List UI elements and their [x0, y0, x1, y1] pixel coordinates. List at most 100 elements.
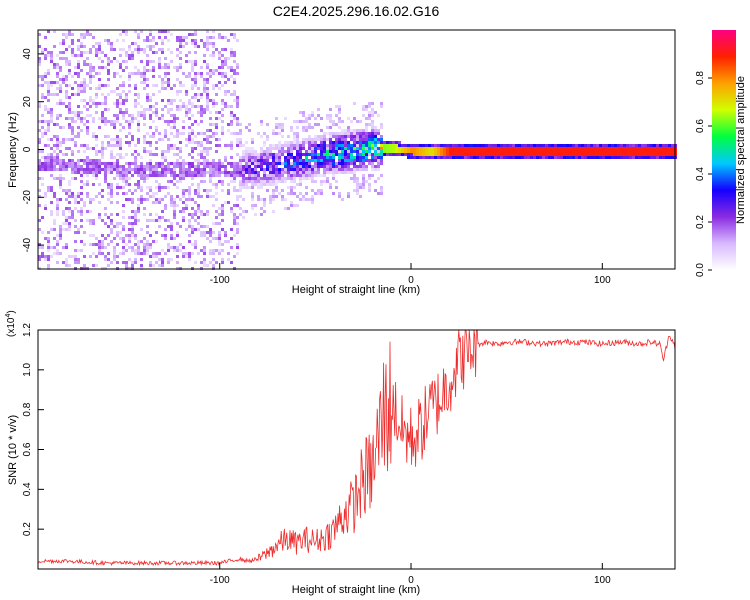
heatmap-cell	[92, 66, 95, 69]
heatmap-cell	[269, 156, 272, 159]
heatmap-cell	[623, 156, 626, 159]
heatmap-cell	[278, 141, 281, 144]
heatmap-cell	[110, 153, 113, 156]
heatmap-cell	[164, 207, 167, 210]
heatmap-cell	[128, 78, 131, 81]
heatmap-cell	[122, 171, 125, 174]
heatmap-cell	[83, 51, 86, 54]
heatmap-cell	[434, 144, 437, 147]
heatmap-cell	[311, 174, 314, 177]
heatmap-cell	[500, 150, 503, 153]
heatmap-cell	[380, 105, 383, 108]
heatmap-cell	[320, 180, 323, 183]
heatmap-cell	[167, 261, 170, 264]
heatmap-cell	[182, 132, 185, 135]
heatmap-cell	[116, 144, 119, 147]
heatmap-cell	[194, 30, 197, 33]
heatmap-cell	[569, 153, 572, 156]
heatmap-cell	[134, 162, 137, 165]
heatmap-cell	[515, 150, 518, 153]
heatmap-cell	[206, 165, 209, 168]
heatmap-cell	[146, 246, 149, 249]
heatmap-cell	[47, 240, 50, 243]
heatmap-cell	[152, 84, 155, 87]
heatmap-cell	[281, 180, 284, 183]
heatmap-cell	[443, 144, 446, 147]
heatmap-cell	[224, 240, 227, 243]
heatmap-cell	[605, 147, 608, 150]
heatmap-cell	[599, 150, 602, 153]
heatmap-cell	[272, 156, 275, 159]
heatmap-cell	[92, 102, 95, 105]
heatmap-cell	[479, 147, 482, 150]
heatmap-cell	[83, 255, 86, 258]
heatmap-cell	[80, 84, 83, 87]
heatmap-cell	[95, 138, 98, 141]
heatmap-cell	[455, 150, 458, 153]
heatmap-cell	[281, 168, 284, 171]
heatmap-cell	[86, 180, 89, 183]
heatmap-cell	[293, 135, 296, 138]
heatmap-cell	[389, 141, 392, 144]
heatmap-cell	[71, 216, 74, 219]
heatmap-cell	[503, 156, 506, 159]
heatmap-cell	[563, 144, 566, 147]
heatmap-cell	[44, 72, 47, 75]
heatmap-cell	[86, 168, 89, 171]
heatmap-cell	[251, 192, 254, 195]
heatmap-cell	[302, 129, 305, 132]
heatmap-cell	[242, 150, 245, 153]
heatmap-cell	[398, 141, 401, 144]
heatmap-cell	[224, 60, 227, 63]
heatmap-cell	[77, 93, 80, 96]
heatmap-cell	[392, 144, 395, 147]
heatmap-cell	[206, 225, 209, 228]
heatmap-cell	[134, 243, 137, 246]
heatmap-cell	[134, 222, 137, 225]
heatmap-cell	[56, 234, 59, 237]
heatmap-cell	[68, 207, 71, 210]
heatmap-cell	[56, 138, 59, 141]
heatmap-cell	[476, 153, 479, 156]
heatmap-cell	[407, 150, 410, 153]
heatmap-cell	[98, 87, 101, 90]
heatmap-cell	[587, 150, 590, 153]
heatmap-cell	[644, 150, 647, 153]
heatmap-cell	[374, 138, 377, 141]
heatmap-cell	[77, 195, 80, 198]
heatmap-cell	[155, 114, 158, 117]
heatmap-cell	[284, 144, 287, 147]
heatmap-cell	[350, 156, 353, 159]
heatmap-cell	[110, 189, 113, 192]
colorbar-tick-label: 0.0	[695, 263, 706, 277]
heatmap-cell	[629, 156, 632, 159]
heatmap-cell	[269, 144, 272, 147]
heatmap-cell	[290, 192, 293, 195]
heatmap-cell	[68, 228, 71, 231]
heatmap-cell	[371, 114, 374, 117]
heatmap-cell	[530, 153, 533, 156]
heatmap-cell	[224, 234, 227, 237]
heatmap-cell	[272, 147, 275, 150]
heatmap-cell	[353, 135, 356, 138]
heatmap-cell	[113, 48, 116, 51]
colorbar-label: Normalized spectral amplitude	[735, 76, 747, 224]
heatmap-cell	[350, 150, 353, 153]
heatmap-cell	[191, 33, 194, 36]
heatmap-cell	[131, 201, 134, 204]
heatmap-cell	[98, 159, 101, 162]
heatmap-cell	[71, 126, 74, 129]
heatmap-cell	[62, 153, 65, 156]
heatmap-cell	[233, 54, 236, 57]
heatmap-cell	[38, 165, 41, 168]
heatmap-cell	[104, 246, 107, 249]
heatmap-cell	[164, 81, 167, 84]
heatmap-cell	[119, 174, 122, 177]
heatmap-cell	[251, 162, 254, 165]
heatmap-cell	[122, 204, 125, 207]
heatmap-cell	[59, 114, 62, 117]
heatmap-cell	[176, 255, 179, 258]
heatmap-cell	[569, 156, 572, 159]
heatmap-cell	[227, 57, 230, 60]
